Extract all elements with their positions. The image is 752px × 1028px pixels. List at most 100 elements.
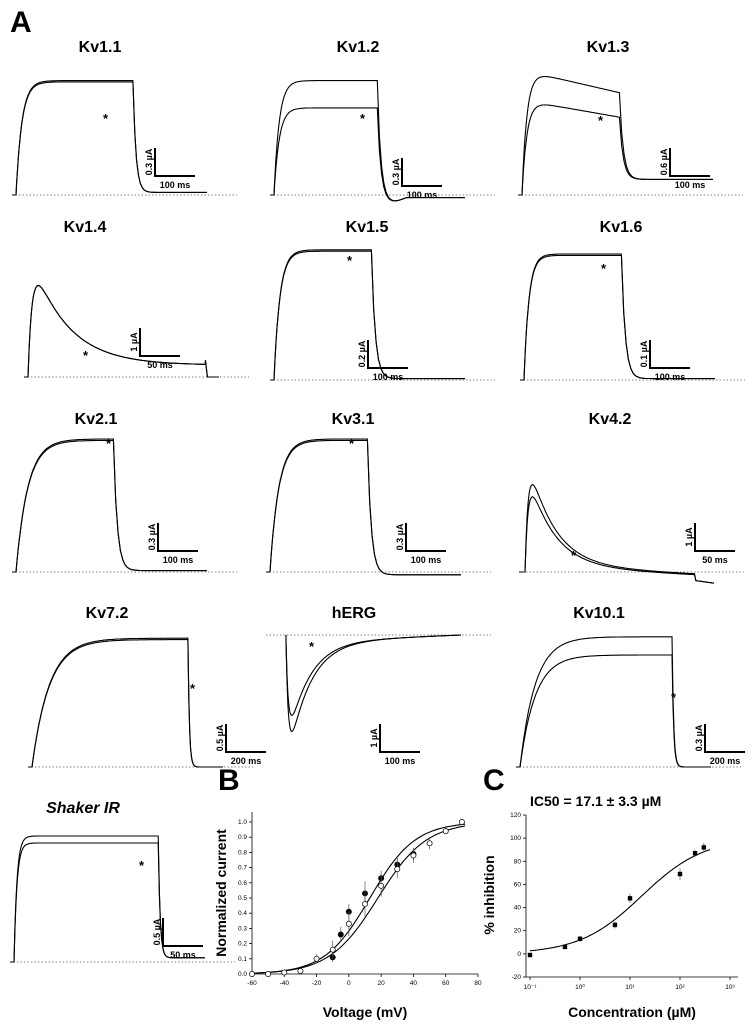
y-scale-label-kv10-1: 0.3 µA <box>694 724 704 751</box>
asterisk-kv1-1: * <box>103 111 109 126</box>
b-y-tick-label: 0.5 <box>238 895 247 902</box>
b-point-open <box>329 946 336 953</box>
x-scale-label-kv1-1: 100 ms <box>160 180 191 190</box>
trace-title-kv4-2: Kv4.2 <box>589 411 632 428</box>
trace-title-kv1-1: Kv1.1 <box>79 39 122 56</box>
control-trace-kv10-1 <box>516 636 711 768</box>
control-trace-kv1-3 <box>518 76 713 196</box>
y-scale-label-kv4-2: 1 µA <box>684 527 694 547</box>
x-scale-label-kv1-2: 100 ms <box>407 190 438 200</box>
drug-trace-kv1-6 <box>520 254 715 381</box>
trace-title-kv1-4: Kv1.4 <box>64 219 107 236</box>
c-x-tick-label: 10² <box>675 984 685 991</box>
x-scale-label-kv1-3: 100 ms <box>675 180 706 190</box>
b-point-open <box>249 971 255 977</box>
trace-title-kv10-1: Kv10.1 <box>573 605 625 622</box>
asterisk-herg: * <box>309 639 315 654</box>
b-y-tick-label: 0.3 <box>238 925 247 932</box>
panel-b-iv-plot: B -60 -40 -20 0 20 40 60 80 0.0 0.1 0.2 0.3 0.4 0.5 0.… <box>213 764 482 1020</box>
x-scale-label-kv3-1: 100 ms <box>411 555 442 565</box>
b-x-tick-label: -60 <box>247 980 257 987</box>
x-scale-label-kv2-1: 100 ms <box>163 555 194 565</box>
drug-trace-kv1-5 <box>270 250 465 381</box>
drug-trace-kv2-1 <box>12 439 207 573</box>
b-y-tick-label: 0.1 <box>238 956 247 963</box>
scale-bar-shaker-ir <box>162 918 203 947</box>
scale-bar-kv1-5 <box>367 340 408 369</box>
asterisk-shaker-ir: * <box>139 858 145 873</box>
y-scale-label-kv1-5: 0.2 µA <box>357 340 367 367</box>
b-point-filled <box>337 931 344 938</box>
c-y-tick-label: 100 <box>510 835 521 842</box>
y-scale-label-herg: 1 µA <box>369 728 379 748</box>
c-x-tick-label: 10⁰ <box>575 983 585 991</box>
b-point-open <box>281 969 288 976</box>
c-y-tick-label: -20 <box>512 974 522 981</box>
b-y-tick-label: 0.9 <box>238 834 247 841</box>
asterisk-kv1-5: * <box>347 253 353 268</box>
trace-title-kv3-1: Kv3.1 <box>332 411 375 428</box>
trace-panel-shaker-ir: Shaker IR * 0.5 µA 50 ms <box>10 800 235 963</box>
x-scale-label-shaker-ir: 50 ms <box>170 950 196 960</box>
c-point <box>627 896 633 901</box>
b-x-tick-label: 40 <box>410 980 418 987</box>
control-trace-kv1-2 <box>270 80 465 202</box>
panel-label-c: C <box>483 764 505 797</box>
control-trace-kv1-6 <box>520 253 715 381</box>
trace-panel-kv1-6: Kv1.6 * 0.1 µA 100 ms <box>520 219 745 382</box>
drug-trace-kv1-1 <box>12 81 207 196</box>
b-point-open <box>313 955 320 962</box>
b-point-open <box>297 968 304 974</box>
trace-panel-herg: hERG * 1 µA 100 ms <box>266 605 491 766</box>
asterisk-kv7-2: * <box>190 681 196 696</box>
asterisk-kv1-3: * <box>598 113 604 128</box>
drug-trace-shaker-ir <box>10 842 205 963</box>
y-scale-label-kv1-6: 0.1 µA <box>639 340 649 367</box>
c-y-tick-label: 80 <box>514 858 522 865</box>
trace-title-herg: hERG <box>332 605 376 622</box>
asterisk-kv1-2: * <box>360 111 366 126</box>
drug-trace-kv10-1 <box>516 654 711 768</box>
c-y-tick-label: 120 <box>510 812 521 819</box>
x-scale-label-kv1-5: 100 ms <box>373 372 404 382</box>
b-x-tick-label: 0 <box>347 980 351 987</box>
drug-trace-kv1-4 <box>24 284 219 378</box>
trace-panel-kv1-1: Kv1.1 * 0.3 µA 100 ms <box>12 39 237 196</box>
y-scale-label-shaker-ir: 0.5 µA <box>152 918 162 945</box>
panel-label-b: B <box>218 764 240 797</box>
panel-c-dose-response: C IC50 = 17.1 ± 3.3 µM -20 0 20 40 60 80 100 12… <box>481 764 738 1020</box>
trace-panel-kv10-1: Kv10.1 * 0.3 µA 200 ms <box>516 605 745 768</box>
b-x-tick-label: 60 <box>442 980 450 987</box>
y-scale-label-kv1-1: 0.3 µA <box>144 148 154 175</box>
b-fit-curve-2 <box>251 825 466 974</box>
c-x-tick-label: 10³ <box>725 984 735 991</box>
c-point <box>612 922 618 928</box>
trace-panel-kv1-2: Kv1.2 * 0.3 µA 100 ms <box>270 39 495 202</box>
b-y-tick-label: 1.0 <box>238 819 247 826</box>
trace-panel-kv1-5: Kv1.5 * 0.2 µA 100 ms <box>270 219 495 382</box>
scale-bar-kv1-4 <box>139 328 180 357</box>
trace-title-kv1-5: Kv1.5 <box>346 219 389 236</box>
c-y-tick-label: 20 <box>514 928 522 935</box>
trace-panel-kv7-2: Kv7.2 * 0.5 µA 200 ms <box>28 605 266 768</box>
b-x-tick-label: 80 <box>474 980 482 987</box>
c-y-tick-label: 60 <box>514 881 522 888</box>
trace-panel-kv2-1: Kv2.1 * 0.3 µA 100 ms <box>12 411 237 573</box>
control-trace-kv4-2 <box>519 483 715 584</box>
c-y-tick-label: 40 <box>514 905 522 912</box>
scale-bar-kv3-1 <box>405 523 446 552</box>
b-point-open <box>442 828 449 835</box>
drug-trace-herg <box>285 634 462 717</box>
x-scale-label-kv4-2: 50 ms <box>702 555 728 565</box>
trace-panel-kv4-2: Kv4.2 * 1 µA 50 ms <box>519 411 744 584</box>
scale-bar-kv4-2 <box>694 523 735 552</box>
asterisk-kv1-6: * <box>601 261 607 276</box>
b-x-tick-label: -20 <box>312 980 322 987</box>
b-point-open <box>394 866 401 873</box>
c-y-label: % inhibition <box>481 855 497 934</box>
trace-panel-kv1-4: Kv1.4 * 1 µA 50 ms <box>24 219 249 378</box>
c-point <box>692 850 698 856</box>
b-point-open <box>426 840 433 847</box>
